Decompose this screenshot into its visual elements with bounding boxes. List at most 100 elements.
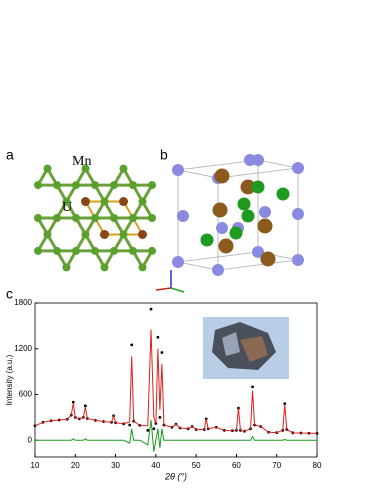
u-sphere: [212, 202, 228, 218]
y-axis-label: Intensity (a.u.): [5, 354, 14, 405]
mn-atom: [62, 197, 71, 206]
mn-sphere: [244, 154, 256, 166]
mn-atom: [72, 214, 80, 222]
panel-label: c: [6, 286, 13, 302]
axes-triad: [155, 270, 185, 293]
mn-atom: [110, 214, 118, 222]
mn-atom: [148, 246, 156, 255]
mn-atom: [100, 263, 109, 272]
observed-point: [158, 415, 162, 419]
kagome-lattice: [34, 164, 156, 272]
mn-atom: [81, 230, 90, 239]
cell-edge: [217, 259, 299, 271]
mn-atom: [129, 181, 137, 190]
panel-label: a: [6, 147, 14, 163]
panel-label: b: [160, 147, 168, 163]
observed-point: [130, 343, 134, 347]
cell-edge: [257, 159, 299, 169]
u-sphere: [214, 168, 230, 184]
x-tick-label: 70: [272, 461, 281, 470]
mn-sphere: [292, 162, 304, 174]
crystal-structure: [172, 154, 304, 276]
y-tick-label: 1800: [14, 298, 32, 307]
mn-sphere: [292, 208, 304, 220]
x-axis-label: 2θ (°): [164, 471, 187, 481]
observed-point: [152, 427, 156, 431]
mn-atom: [34, 181, 42, 190]
green-sphere: [200, 233, 214, 247]
x-tick-label: 10: [31, 461, 40, 470]
mn-sphere: [259, 206, 271, 218]
x-tick-label: 50: [192, 461, 201, 470]
mn-atom: [110, 246, 118, 255]
mn-atom: [91, 214, 99, 222]
green-sphere: [251, 180, 265, 194]
y-tick-label: 0: [28, 435, 33, 444]
mn-atom: [138, 197, 147, 206]
mn-sphere: [252, 246, 264, 258]
green-sphere: [237, 197, 251, 211]
series-line: [34, 329, 318, 434]
mn-atom: [34, 246, 42, 255]
green-sphere: [241, 209, 255, 223]
cell-edge: [177, 261, 219, 271]
mn-atom: [43, 164, 52, 173]
atom-label: U: [62, 200, 72, 215]
observed-point: [71, 400, 75, 404]
mn-atom: [72, 246, 80, 255]
mn-atom: [138, 263, 147, 272]
mn-atom: [53, 246, 61, 255]
observed-point: [251, 385, 254, 389]
series-line: [35, 419, 317, 452]
mn-atom: [110, 181, 118, 190]
u-atom: [119, 197, 128, 207]
mn-sphere: [292, 254, 304, 266]
mn-atom: [119, 230, 128, 239]
x-tick-label: 20: [71, 461, 80, 470]
u-atom: [81, 197, 90, 207]
cell-edge: [177, 169, 219, 179]
plot-frame: [34, 302, 318, 458]
observed-point: [149, 307, 153, 311]
mn-atom: [72, 181, 80, 190]
mn-sphere: [172, 164, 184, 176]
observed-point: [128, 423, 132, 427]
mn-sphere: [216, 222, 228, 234]
mn-atom: [43, 230, 52, 239]
u-sphere: [260, 251, 276, 267]
y-tick-label: 600: [19, 390, 33, 399]
mn-atom: [34, 214, 42, 222]
mn-sphere: [172, 256, 184, 268]
observed-point: [156, 335, 160, 339]
u-sphere: [257, 218, 273, 234]
observed-point: [283, 402, 287, 406]
inset-photo: [203, 317, 289, 379]
u-atom: [100, 229, 109, 239]
mn-atom: [53, 181, 61, 190]
mn-atom: [91, 246, 99, 255]
u-sphere: [240, 179, 256, 195]
mn-atom: [129, 214, 137, 222]
x-tick-label: 30: [111, 461, 120, 470]
mn-sphere: [212, 264, 224, 276]
observed-point: [83, 404, 87, 408]
u-sphere: [218, 238, 234, 254]
observed-point: [160, 351, 164, 354]
y-tick-label: 1200: [14, 344, 32, 353]
mn-atom: [81, 164, 90, 173]
mn-atom: [53, 214, 61, 222]
mn-atom: [119, 164, 128, 173]
green-sphere: [229, 226, 243, 240]
observed-point: [146, 428, 150, 432]
mn-atom: [148, 181, 156, 190]
green-sphere: [276, 187, 290, 201]
mn-sphere: [177, 210, 189, 222]
mn-atom: [100, 197, 109, 206]
atom-label: Mn: [72, 154, 91, 169]
x-tick-label: 60: [232, 461, 241, 470]
u-atom: [138, 229, 147, 239]
mn-atom: [129, 246, 137, 255]
x-tick-label: 40: [151, 461, 160, 470]
x-tick-label: 80: [313, 461, 322, 470]
